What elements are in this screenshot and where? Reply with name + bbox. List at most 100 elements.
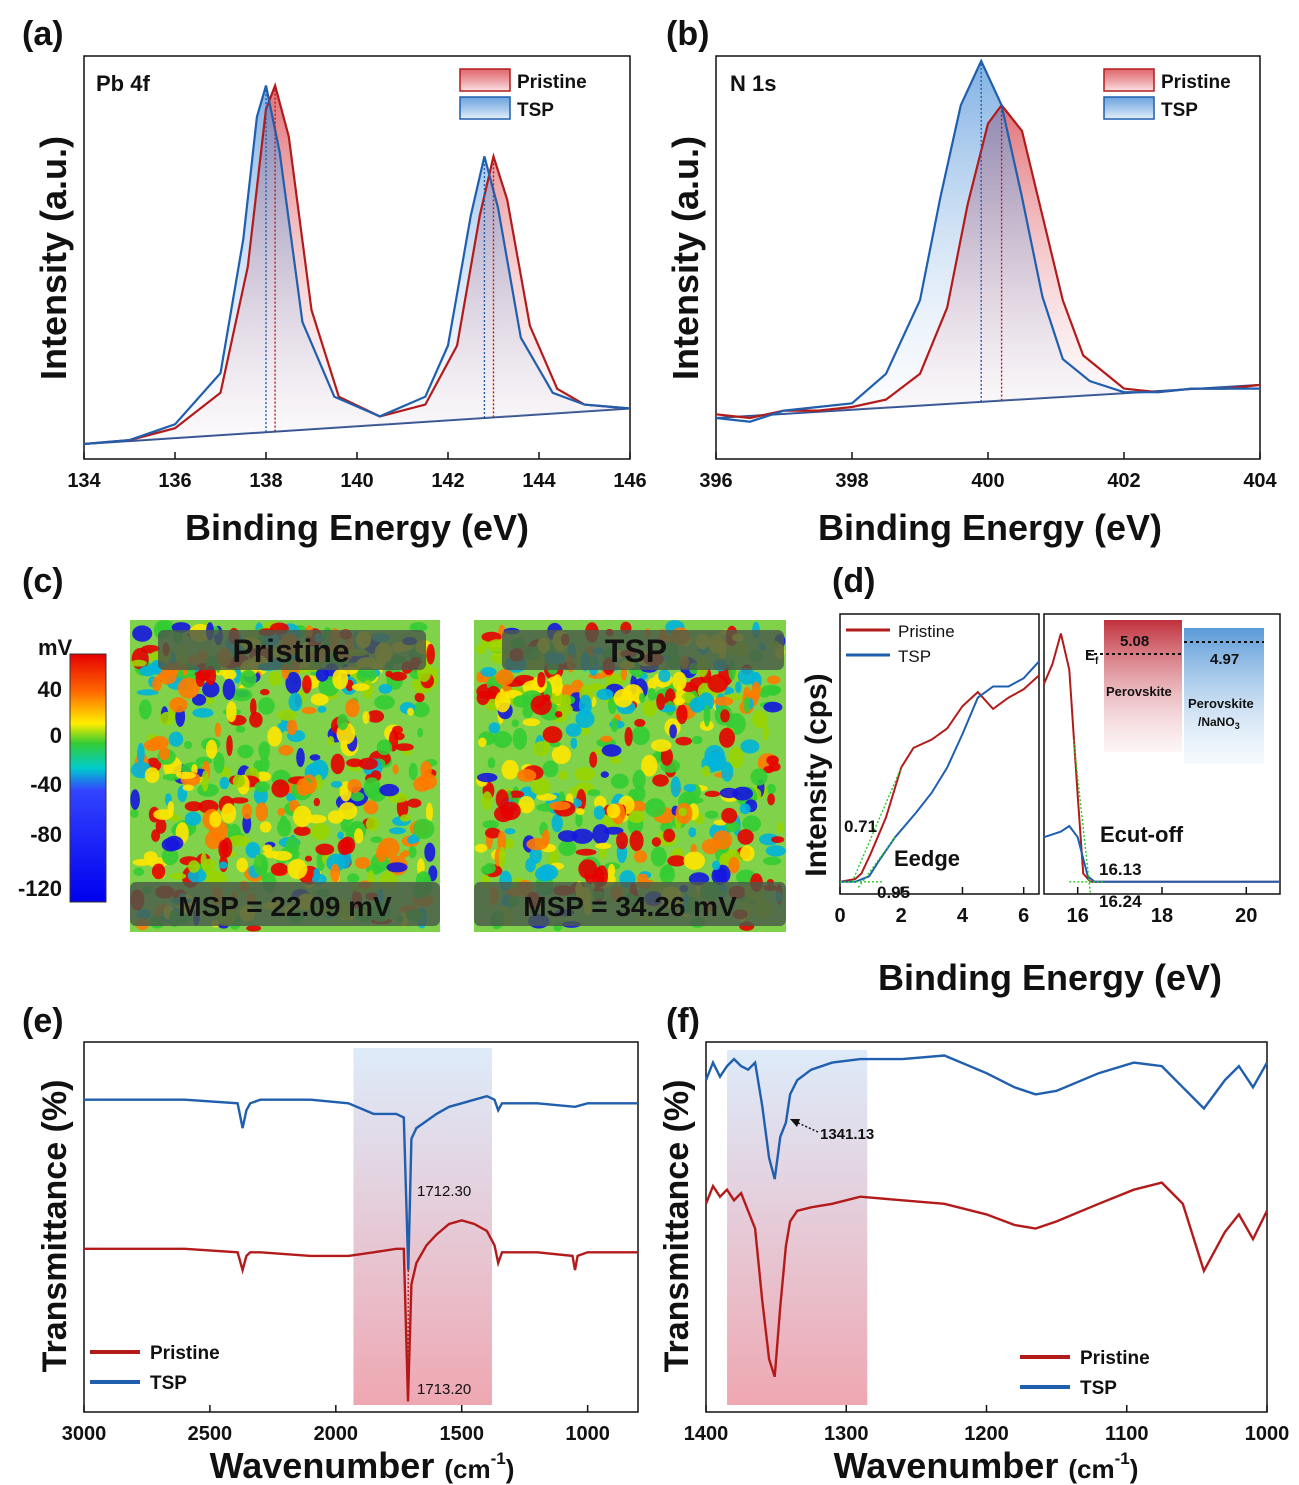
- panel-a-legend: Pristine TSP: [459, 68, 587, 121]
- edge-guide-line: [851, 767, 902, 883]
- kpfm-domain: [610, 717, 619, 733]
- kpfm-scale-unit: mV: [38, 635, 73, 660]
- kpfm-domain: [258, 697, 275, 715]
- kpfm-domain: [498, 846, 506, 869]
- kpfm-domain: [412, 701, 430, 718]
- kpfm-domain: [237, 744, 254, 759]
- kpfm-domain: [589, 684, 598, 691]
- kpfm-domain: [250, 698, 257, 716]
- kpfm-domain: [683, 784, 697, 792]
- kpfm-domain: [690, 843, 697, 855]
- panel-f-plot: [704, 1050, 1269, 1405]
- kpfm-domain: [609, 755, 622, 765]
- kpfm-domain: [552, 674, 563, 696]
- kpfm-domain: [728, 746, 745, 769]
- panel-b-tag: N 1s: [730, 71, 776, 96]
- legend-swatch-tsp: [459, 96, 511, 120]
- kpfm-domain: [310, 823, 331, 841]
- panel-a: (a) Pb 4f 134 136 138 140 142 144 146 Binding …: [22, 15, 647, 548]
- kpfm-domain: [137, 742, 145, 765]
- kpfm-domain: [658, 669, 671, 683]
- kpfm-domain: [669, 724, 677, 739]
- kpfm-domain: [719, 787, 739, 799]
- kpfm-domain: [480, 667, 497, 677]
- kpfm-domain: [366, 710, 385, 723]
- kpfm-domain: [689, 697, 705, 713]
- kpfm-domain: [663, 828, 676, 843]
- kpfm-domain: [271, 779, 290, 798]
- kpfm-domain: [504, 828, 516, 835]
- kpfm-domain: [575, 709, 595, 729]
- kpfm-scale-tick: 40: [38, 677, 62, 702]
- kpfm-domain: [130, 659, 147, 667]
- panel-e-x-ticks: 3000 2500 2000 1500 1000: [62, 1405, 610, 1445]
- kpfm-domain: [386, 862, 408, 873]
- kpfm-domain: [578, 859, 598, 879]
- kpfm-map-pristine: Pristine MSP = 22.09 mV: [130, 620, 440, 932]
- kpfm-msp-value: MSP = 22.09 mV: [178, 891, 392, 922]
- kpfm-domain: [385, 670, 393, 678]
- kpfm-domain: [376, 739, 393, 756]
- kpfm-domain: [752, 710, 768, 729]
- kpfm-color-scale: [69, 653, 107, 903]
- kpfm-domain: [132, 625, 153, 642]
- kpfm-domain: [424, 842, 436, 862]
- kpfm-domain: [743, 696, 750, 714]
- series-fill-tsp: [84, 85, 630, 444]
- x-tick-label: 20: [1235, 905, 1257, 927]
- kpfm-domain: [492, 731, 513, 748]
- kpfm-domain: [287, 858, 308, 880]
- legend-label-pristine: Pristine: [898, 622, 955, 641]
- series-line-left-pristine: [839, 674, 1040, 883]
- value-pristine-edge: 0.71: [844, 817, 877, 836]
- kpfm-domain: [407, 836, 417, 845]
- panel-d: (d) 0 2 4 6 16 18 20 Binding Energy (eV) Inten…: [800, 562, 1281, 998]
- kpfm-domain: [313, 797, 320, 807]
- kpfm-domain: [481, 791, 493, 811]
- kpfm-domain: [737, 667, 756, 685]
- panel-b-letter: (b): [666, 15, 709, 53]
- kpfm-domain: [378, 683, 393, 694]
- panel-b: (b) N 1s 396 398 400 402 404 Binding Energy …: [665, 15, 1278, 548]
- annotation-1712: 1712.30: [417, 1183, 471, 1200]
- kpfm-domain: [347, 779, 362, 794]
- panel-d-plot: [839, 633, 1280, 894]
- kpfm-domain: [221, 803, 237, 824]
- kpfm-domain: [151, 863, 166, 880]
- kpfm-domain: [337, 838, 352, 856]
- kpfm-domain: [517, 769, 537, 782]
- kpfm-domain: [672, 671, 687, 691]
- kpfm-domain: [776, 821, 784, 834]
- kpfm-domain: [713, 696, 734, 707]
- kpfm-domain: [487, 757, 496, 769]
- kpfm-domain: [724, 821, 740, 833]
- kpfm-domain: [497, 830, 507, 853]
- kpfm-domain: [642, 700, 657, 717]
- kpfm-domain: [258, 741, 271, 760]
- kpfm-domain: [356, 667, 377, 683]
- kpfm-domain: [161, 847, 179, 866]
- kpfm-domain: [613, 688, 634, 708]
- kpfm-domain: [337, 831, 344, 840]
- series-line-tsp: [704, 1054, 1269, 1180]
- kpfm-map-tsp: TSP MSP = 34.26 mV: [474, 620, 786, 932]
- kpfm-domain: [184, 801, 203, 812]
- kpfm-domain: [763, 766, 775, 774]
- panel-e-frame: [83, 1041, 639, 1413]
- kpfm-domain: [707, 674, 728, 693]
- kpfm-domain: [530, 777, 551, 796]
- kpfm-domain: [600, 735, 613, 743]
- kpfm-domain: [732, 786, 753, 801]
- kpfm-domain: [337, 713, 349, 731]
- kpfm-domain: [558, 830, 578, 842]
- x-tick-label: 398: [835, 470, 868, 492]
- kpfm-domain: [399, 814, 411, 822]
- kpfm-domain: [712, 860, 721, 871]
- series-line-right-tsp: [1043, 824, 1280, 883]
- kpfm-domain: [766, 783, 776, 795]
- kpfm-domain: [610, 773, 629, 789]
- x-tick-label: 1200: [964, 1423, 1009, 1445]
- kpfm-domain: [293, 805, 312, 828]
- kpfm-domain: [530, 695, 552, 715]
- kpfm-domain: [327, 736, 335, 746]
